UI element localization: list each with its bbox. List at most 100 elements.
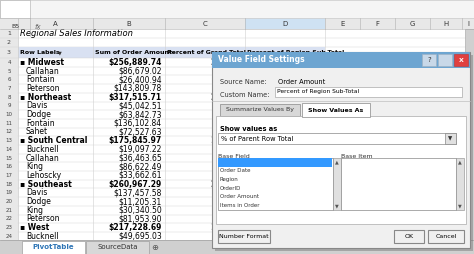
Text: 17.68%: 17.68% xyxy=(210,223,242,232)
Text: PivotTable: PivotTable xyxy=(33,244,74,250)
Text: 8: 8 xyxy=(7,95,11,100)
Text: $217,228.69: $217,228.69 xyxy=(109,223,162,232)
Text: 3.67%: 3.67% xyxy=(218,101,242,110)
Bar xyxy=(18,145,325,154)
Bar xyxy=(465,29,474,240)
Text: $86,679.02: $86,679.02 xyxy=(118,67,162,75)
Text: Order Date: Order Date xyxy=(220,168,250,173)
Text: 14: 14 xyxy=(6,147,12,152)
Bar xyxy=(212,52,470,68)
Text: 17: 17 xyxy=(6,173,12,178)
Text: ▼: ▼ xyxy=(448,136,453,141)
Bar xyxy=(18,58,325,67)
Text: Region: Region xyxy=(220,177,239,182)
Text: 52.67%: 52.67% xyxy=(293,188,322,197)
Text: ▪ West: ▪ West xyxy=(20,223,49,232)
Text: Fontain: Fontain xyxy=(26,119,55,128)
Text: 21: 21 xyxy=(6,208,12,213)
Text: Order Amount: Order Amount xyxy=(220,195,259,199)
Text: 15: 15 xyxy=(6,155,12,161)
Bar xyxy=(445,133,456,144)
Text: 3: 3 xyxy=(7,50,11,55)
Text: Dodge: Dodge xyxy=(26,110,51,119)
Text: % of Parent Row Total: % of Parent Row Total xyxy=(221,136,293,142)
Text: Percent of Grand Total: Percent of Grand Total xyxy=(167,50,246,55)
Text: 9: 9 xyxy=(7,103,11,108)
Text: Base Field: Base Field xyxy=(218,154,250,159)
Bar xyxy=(215,55,473,251)
Text: $11,205.31: $11,205.31 xyxy=(119,197,162,206)
Text: 26: 26 xyxy=(6,251,12,254)
Bar xyxy=(18,197,325,206)
Text: $19,097.22: $19,097.22 xyxy=(118,145,162,154)
Text: 22: 22 xyxy=(6,216,12,221)
Text: $175,845.97: $175,845.97 xyxy=(109,136,162,145)
Text: 22.84%: 22.84% xyxy=(293,128,322,136)
Text: Number Format: Number Format xyxy=(219,234,269,239)
Bar xyxy=(456,158,464,210)
Bar xyxy=(218,230,270,243)
Text: $143,809.78: $143,809.78 xyxy=(114,84,162,93)
Text: ▼: ▼ xyxy=(335,203,339,209)
Bar xyxy=(0,240,474,254)
Text: 6.67%: 6.67% xyxy=(218,214,242,224)
Text: Percent of Region Sub-Total: Percent of Region Sub-Total xyxy=(277,89,359,94)
Text: E: E xyxy=(340,21,345,26)
Text: 6: 6 xyxy=(7,77,11,82)
Text: D: D xyxy=(283,21,288,26)
Text: ▲: ▲ xyxy=(458,160,462,165)
Text: 11.71%: 11.71% xyxy=(213,84,242,93)
Bar xyxy=(18,162,325,171)
Text: $36,463.65: $36,463.65 xyxy=(118,154,162,163)
Text: 2.97%: 2.97% xyxy=(218,154,242,163)
Bar xyxy=(0,18,474,29)
Bar xyxy=(438,54,452,66)
Text: ▪ Southeast: ▪ Southeast xyxy=(20,180,72,189)
Text: fx: fx xyxy=(35,24,42,30)
Text: 55.98%: 55.98% xyxy=(293,84,322,93)
Text: Lehoscky: Lehoscky xyxy=(26,171,61,180)
Text: 11.19%: 11.19% xyxy=(213,188,242,197)
Text: 18: 18 xyxy=(6,182,12,187)
Text: 20.74%: 20.74% xyxy=(293,154,322,163)
Text: F: F xyxy=(375,21,380,26)
Text: $317,515.71: $317,515.71 xyxy=(109,93,162,102)
Text: ▲: ▲ xyxy=(335,160,339,165)
Bar xyxy=(275,87,462,97)
Text: 11.63%: 11.63% xyxy=(293,206,322,215)
Bar xyxy=(245,18,325,29)
Bar xyxy=(220,104,300,116)
Text: 7: 7 xyxy=(7,86,11,91)
Bar xyxy=(0,0,30,18)
Text: 10.28%: 10.28% xyxy=(293,75,322,84)
Text: Value Field Settings: Value Field Settings xyxy=(218,56,305,65)
Bar xyxy=(18,93,325,102)
Text: 2.15%: 2.15% xyxy=(218,75,242,84)
Bar xyxy=(18,47,325,58)
Text: $256,889.74: $256,889.74 xyxy=(109,58,162,67)
Text: 14.31%: 14.31% xyxy=(291,136,322,145)
Text: 5: 5 xyxy=(7,69,11,74)
Text: $136,102.84: $136,102.84 xyxy=(114,119,162,128)
Text: SourceData: SourceData xyxy=(97,244,138,250)
Bar xyxy=(302,103,370,117)
Bar xyxy=(18,232,325,241)
Text: 20.91%: 20.91% xyxy=(210,58,242,67)
Text: Davis: Davis xyxy=(26,101,47,110)
Text: Order Amount: Order Amount xyxy=(278,79,325,85)
Bar xyxy=(212,52,470,248)
Bar xyxy=(428,230,464,243)
Text: Peterson: Peterson xyxy=(26,84,60,93)
Text: 21.24%: 21.24% xyxy=(291,180,322,189)
Bar xyxy=(0,29,18,254)
Text: I: I xyxy=(467,21,469,26)
Text: 1: 1 xyxy=(7,31,11,36)
Text: 17.68%: 17.68% xyxy=(290,223,322,232)
Text: ▪ South Central: ▪ South Central xyxy=(20,136,87,145)
Text: 20.91%: 20.91% xyxy=(291,58,322,67)
Text: Lehoscky: Lehoscky xyxy=(26,241,61,249)
Text: ▼: ▼ xyxy=(458,203,462,209)
Text: $260,967.29: $260,967.29 xyxy=(109,180,162,189)
Text: ▪ Northeast: ▪ Northeast xyxy=(20,93,71,102)
Text: $49,695.03: $49,695.03 xyxy=(118,232,162,241)
